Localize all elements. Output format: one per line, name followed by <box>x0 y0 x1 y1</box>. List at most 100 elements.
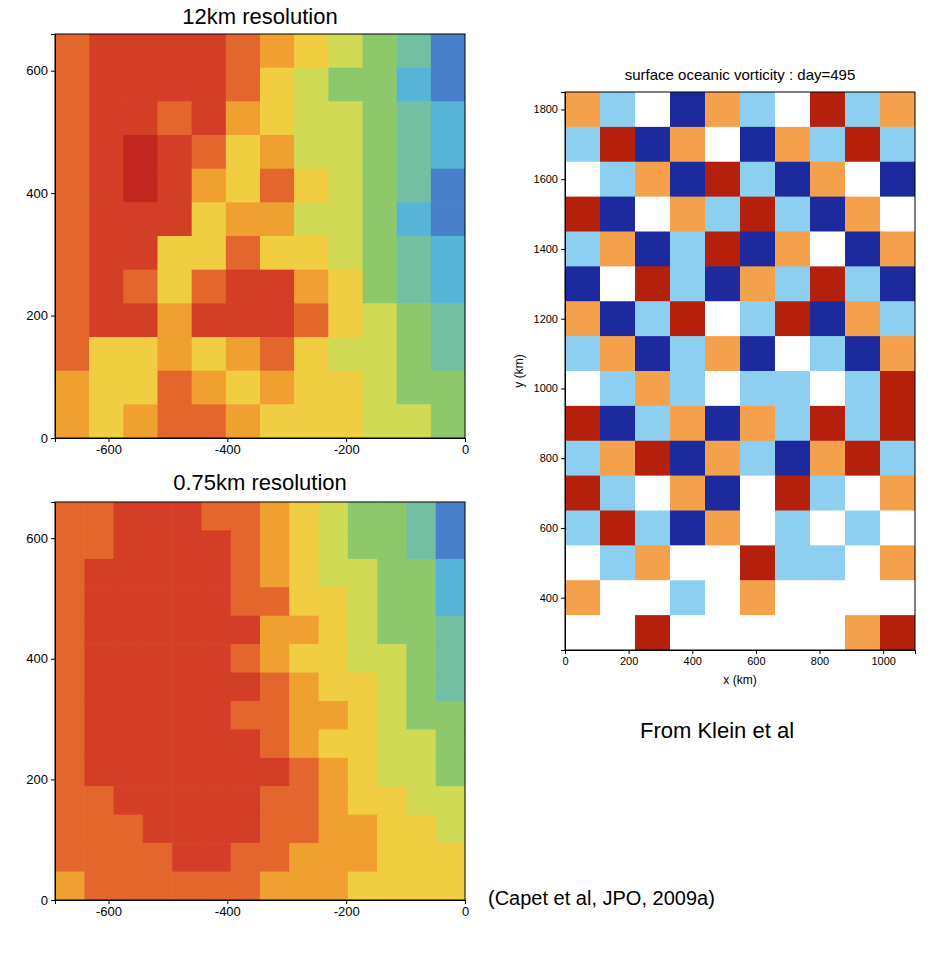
cell <box>260 502 290 531</box>
axis-line <box>561 93 566 651</box>
panel: 0200400600800100040060080010001200140016… <box>512 66 916 743</box>
cell <box>201 701 231 730</box>
cell <box>55 101 90 135</box>
cell <box>319 701 349 730</box>
cell <box>363 68 398 102</box>
cell <box>231 872 261 900</box>
cell <box>775 197 811 232</box>
cell <box>377 559 407 588</box>
cell <box>740 162 776 197</box>
cell <box>705 336 741 371</box>
cell <box>880 266 915 301</box>
cell <box>55 502 85 531</box>
cell <box>740 301 776 336</box>
cell <box>740 371 776 406</box>
cell <box>84 701 114 730</box>
cell <box>260 236 295 270</box>
tick: 600 <box>26 531 55 546</box>
cell <box>143 729 173 758</box>
yticks-axis: 40060080010001200140016001800 <box>534 93 566 651</box>
cell <box>740 580 776 615</box>
tick-label: 0 <box>41 893 48 908</box>
cell <box>705 476 741 511</box>
cell <box>158 34 193 68</box>
cell <box>436 530 465 559</box>
cell <box>123 101 158 135</box>
tick-mark <box>629 650 630 654</box>
cell <box>810 615 846 650</box>
tick: 0 <box>41 893 55 908</box>
cell <box>565 511 601 546</box>
tick-label: 600 <box>747 655 765 667</box>
cell <box>231 786 261 815</box>
cell <box>705 580 741 615</box>
cell <box>231 843 261 872</box>
cell <box>775 266 811 301</box>
cell <box>565 301 601 336</box>
cell <box>600 545 636 580</box>
cell <box>377 815 407 844</box>
cell <box>565 406 601 441</box>
cell <box>705 371 741 406</box>
cell <box>705 441 741 476</box>
cell <box>289 644 319 673</box>
tick-mark <box>820 650 821 654</box>
cell <box>89 303 124 337</box>
cell <box>348 616 378 645</box>
cell <box>670 127 706 162</box>
cell <box>810 127 846 162</box>
x-axis-title: x (km) <box>723 673 756 687</box>
cell <box>143 872 173 900</box>
cell <box>880 406 915 441</box>
cell <box>810 162 846 197</box>
cell <box>226 337 261 371</box>
cell <box>260 101 295 135</box>
cell <box>363 101 398 135</box>
cell <box>55 815 85 844</box>
cell <box>436 559 465 588</box>
tick-label: 0 <box>462 442 469 457</box>
cell <box>377 587 407 616</box>
cell <box>114 815 144 844</box>
cell <box>565 441 601 476</box>
cell <box>635 92 671 127</box>
cell <box>845 476 881 511</box>
cell <box>705 615 741 650</box>
tick: 800 <box>540 452 565 464</box>
cell <box>880 336 915 371</box>
cell <box>55 758 85 787</box>
tick: 1000 <box>534 382 565 394</box>
cell <box>845 301 881 336</box>
cell <box>845 162 881 197</box>
cell <box>775 232 811 267</box>
cell <box>319 502 349 531</box>
tick: -600 <box>96 900 122 919</box>
cell <box>397 371 432 405</box>
cell <box>294 270 329 304</box>
cell <box>377 786 407 815</box>
cell <box>143 673 173 702</box>
cell <box>397 169 432 203</box>
cell <box>436 815 465 844</box>
tick-label: 0 <box>562 655 568 667</box>
cell <box>201 616 231 645</box>
cell <box>84 758 114 787</box>
tick-mark <box>561 249 565 250</box>
cell <box>143 843 173 872</box>
tick-mark <box>51 779 55 780</box>
cell <box>84 843 114 872</box>
cell <box>89 135 124 169</box>
cell <box>55 616 85 645</box>
cell <box>226 303 261 337</box>
tick: 200 <box>26 308 55 323</box>
cell <box>143 786 173 815</box>
cell <box>600 476 636 511</box>
cell <box>635 406 671 441</box>
cell <box>436 587 465 616</box>
cell <box>260 303 295 337</box>
cell <box>635 266 671 301</box>
cell <box>114 530 144 559</box>
cell <box>670 580 706 615</box>
cell <box>431 404 465 438</box>
cell <box>775 301 811 336</box>
